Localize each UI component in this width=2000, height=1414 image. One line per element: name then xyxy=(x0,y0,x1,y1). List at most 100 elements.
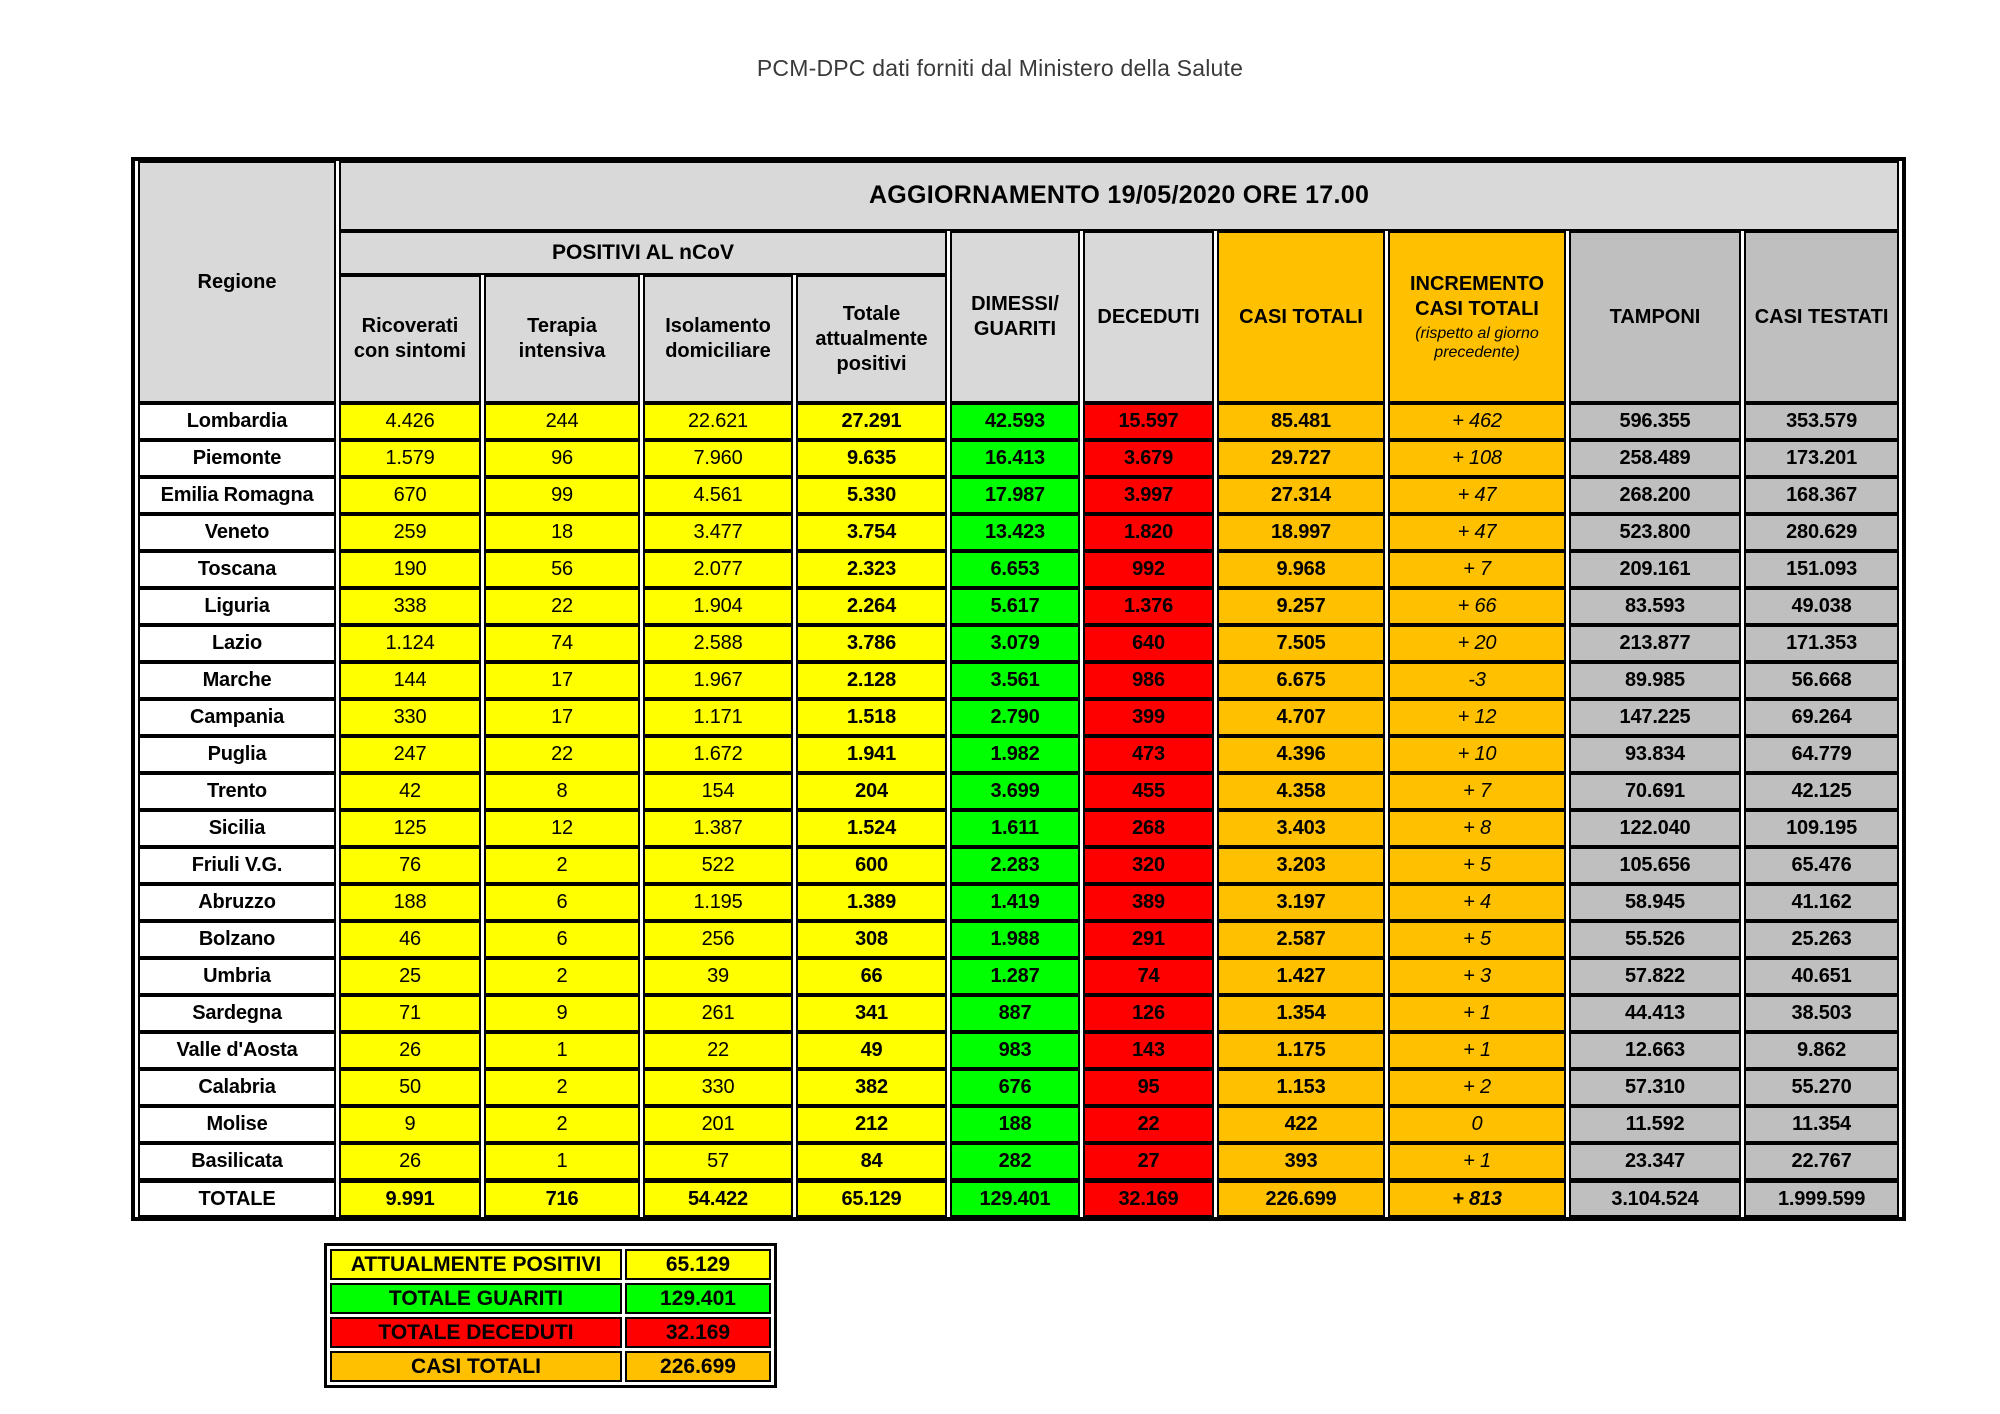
isolamento-cell: 330 xyxy=(643,1069,793,1106)
col-header-ricoverati: Ricoverati con sintomi xyxy=(339,275,481,403)
casi-totali-cell: 3.403 xyxy=(1217,810,1385,847)
dimessi-guariti-cell: 1.287 xyxy=(950,958,1080,995)
dimessi-guariti-cell: 887 xyxy=(950,995,1080,1032)
casi-testati-cell: 41.162 xyxy=(1744,884,1900,921)
totale-positivi-cell: 84 xyxy=(796,1143,947,1180)
dimessi-guariti-cell: 17.987 xyxy=(950,477,1080,514)
terapia-intensiva-cell: 96 xyxy=(484,440,640,477)
totale-positivi-cell: 308 xyxy=(796,921,947,958)
casi-totali-cell: 4.396 xyxy=(1217,736,1385,773)
tamponi-cell: 11.592 xyxy=(1569,1106,1741,1143)
isolamento-cell: 7.960 xyxy=(643,440,793,477)
summary-row: TOTALE GUARITI 129.401 xyxy=(330,1283,771,1314)
terapia-intensiva-cell: 244 xyxy=(484,403,640,440)
casi-totali-cell: 1.427 xyxy=(1217,958,1385,995)
total-row: TOTALE 9.991 716 54.422 65.129 129.401 32.169 2… xyxy=(138,1180,1900,1217)
totale-positivi-cell: 2.128 xyxy=(796,662,947,699)
deceduti-cell: 986 xyxy=(1083,662,1214,699)
dimessi-guariti-cell: 1.988 xyxy=(950,921,1080,958)
tamponi-cell: 70.691 xyxy=(1569,773,1741,810)
totale-positivi-cell: 9.635 xyxy=(796,440,947,477)
isolamento-cell: 1.195 xyxy=(643,884,793,921)
terapia-intensiva-cell: 12 xyxy=(484,810,640,847)
col-header-casi-testati: CASI TESTATI xyxy=(1744,231,1900,403)
region-cell: Umbria xyxy=(138,958,336,995)
casi-testati-cell: 65.476 xyxy=(1744,847,1900,884)
casi-totali-cell: 9.257 xyxy=(1217,588,1385,625)
isolamento-cell: 57 xyxy=(643,1143,793,1180)
casi-testati-cell: 55.270 xyxy=(1744,1069,1900,1106)
totale-positivi-cell: 1.941 xyxy=(796,736,947,773)
update-title-header: AGGIORNAMENTO 19/05/2020 ORE 17.00 xyxy=(339,161,1900,231)
terapia-intensiva-cell: 6 xyxy=(484,921,640,958)
casi-totali-cell: 27.314 xyxy=(1217,477,1385,514)
summary-value: 226.699 xyxy=(625,1351,771,1382)
isolamento-cell: 1.672 xyxy=(643,736,793,773)
dimessi-guariti-cell: 2.790 xyxy=(950,699,1080,736)
dimessi-guariti-cell: 42.593 xyxy=(950,403,1080,440)
casi-testati-cell: 22.767 xyxy=(1744,1143,1900,1180)
terapia-intensiva-cell: 2 xyxy=(484,1106,640,1143)
deceduti-cell: 95 xyxy=(1083,1069,1214,1106)
totale-positivi-cell: 1.524 xyxy=(796,810,947,847)
region-cell: Lombardia xyxy=(138,403,336,440)
deceduti-cell: 3.679 xyxy=(1083,440,1214,477)
summary-value: 129.401 xyxy=(625,1283,771,1314)
incremento-cell: + 4 xyxy=(1388,884,1566,921)
positivi-group-header: POSITIVI AL nCoV xyxy=(339,231,947,275)
incremento-cell: -3 xyxy=(1388,662,1566,699)
incremento-cell: + 8 xyxy=(1388,810,1566,847)
totale-positivi-cell: 341 xyxy=(796,995,947,1032)
col-header-regione: Regione xyxy=(138,161,336,403)
deceduti-cell: 15.597 xyxy=(1083,403,1214,440)
ricoverati-cell: 1.579 xyxy=(339,440,481,477)
incremento-cell: + 1 xyxy=(1388,1032,1566,1069)
isolamento-cell: 2.077 xyxy=(643,551,793,588)
table-row: Friuli V.G. 76 2 522 600 2.283 320 3.203 + 5 105.… xyxy=(138,847,1900,884)
casi-testati-cell: 38.503 xyxy=(1744,995,1900,1032)
casi-totali-cell: 9.968 xyxy=(1217,551,1385,588)
casi-totali-cell: 3.197 xyxy=(1217,884,1385,921)
ricoverati-cell: 188 xyxy=(339,884,481,921)
col-header-incremento: INCREMENTO CASI TOTALI (rispetto al gior… xyxy=(1388,231,1566,403)
ricoverati-cell: 46 xyxy=(339,921,481,958)
terapia-intensiva-cell: 1 xyxy=(484,1032,640,1069)
summary-row: ATTUALMENTE POSITIVI 65.129 xyxy=(330,1249,771,1280)
table-row: Sardegna 71 9 261 341 887 126 1.354 + 1 44.413 38.… xyxy=(138,995,1900,1032)
incremento-note: (rispetto al giorno precedente) xyxy=(1415,325,1539,361)
ricoverati-cell: 26 xyxy=(339,1032,481,1069)
terapia-intensiva-cell: 1 xyxy=(484,1143,640,1180)
totale-positivi-cell: 3.786 xyxy=(796,625,947,662)
summary-label: TOTALE DECEDUTI xyxy=(330,1317,622,1348)
col-header-isolamento: Isolamento domiciliare xyxy=(643,275,793,403)
ricoverati-cell: 247 xyxy=(339,736,481,773)
casi-testati-cell: 109.195 xyxy=(1744,810,1900,847)
ricoverati-cell: 42 xyxy=(339,773,481,810)
casi-totali-cell: 4.707 xyxy=(1217,699,1385,736)
ricoverati-cell: 76 xyxy=(339,847,481,884)
region-cell: Abruzzo xyxy=(138,884,336,921)
dimessi-guariti-cell: 6.653 xyxy=(950,551,1080,588)
tamponi-cell: 105.656 xyxy=(1569,847,1741,884)
casi-testati-cell: 25.263 xyxy=(1744,921,1900,958)
casi-testati-cell: 171.353 xyxy=(1744,625,1900,662)
terapia-intensiva-cell: 2 xyxy=(484,1069,640,1106)
isolamento-cell: 154 xyxy=(643,773,793,810)
ricoverati-cell: 259 xyxy=(339,514,481,551)
region-cell: Sicilia xyxy=(138,810,336,847)
casi-totali-cell: 422 xyxy=(1217,1106,1385,1143)
terapia-intensiva-cell: 99 xyxy=(484,477,640,514)
tamponi-cell: 122.040 xyxy=(1569,810,1741,847)
region-cell: Marche xyxy=(138,662,336,699)
table-row: Trento 42 8 154 204 3.699 455 4.358 + 7 70.691 42.… xyxy=(138,773,1900,810)
deceduti-cell: 126 xyxy=(1083,995,1214,1032)
ricoverati-cell: 190 xyxy=(339,551,481,588)
table-row: Veneto 259 18 3.477 3.754 13.423 1.820 18.997 + … xyxy=(138,514,1900,551)
region-cell: Puglia xyxy=(138,736,336,773)
terapia-intensiva-cell: 18 xyxy=(484,514,640,551)
region-cell: Campania xyxy=(138,699,336,736)
incremento-cell: + 2 xyxy=(1388,1069,1566,1106)
casi-testati-cell: 173.201 xyxy=(1744,440,1900,477)
deceduti-cell: 320 xyxy=(1083,847,1214,884)
